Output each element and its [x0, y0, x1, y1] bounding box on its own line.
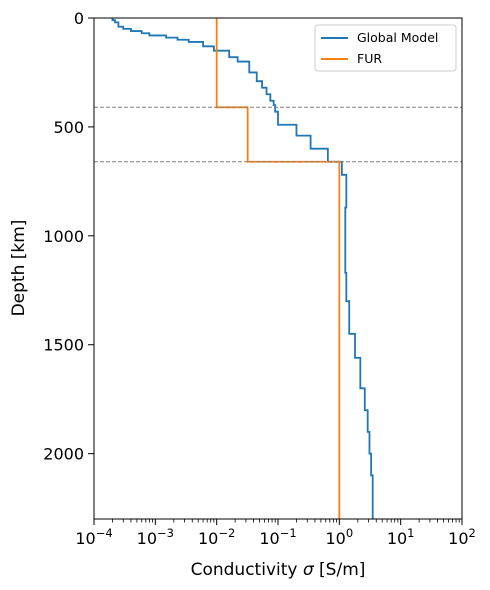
x-tick-label: 10−1 [259, 526, 296, 548]
x-tick-label-base: 10 [325, 529, 345, 548]
x-tick-label-exponent: −4 [96, 526, 113, 540]
series-line-global-model [111, 18, 374, 519]
x-tick-label: 10−4 [75, 526, 112, 548]
x-tick-label: 101 [387, 526, 415, 548]
x-tick-label-base: 10 [75, 529, 95, 548]
x-tick-label: 10−2 [198, 526, 235, 548]
x-tick-label-exponent: −1 [280, 526, 297, 540]
y-tick-label: 1500 [43, 336, 84, 355]
x-tick-label-exponent: 0 [346, 526, 353, 540]
x-tick-label-exponent: 1 [407, 526, 414, 540]
x-axis-label: Conductivity σ [S/m] [191, 560, 366, 580]
series-line-fur [215, 18, 341, 519]
x-tick-label-base: 10 [259, 529, 279, 548]
x-axis-label-text: Conductivity [191, 560, 298, 580]
x-tick-label: 100 [325, 526, 353, 548]
plot-area [94, 18, 462, 519]
x-tick-label-exponent: −2 [218, 526, 235, 540]
x-axis-label-symbol: σ [303, 560, 315, 580]
x-axis-label-unit: [S/m] [319, 560, 365, 580]
y-tick-label: 500 [53, 118, 84, 137]
legend-label-fur: FUR [357, 51, 382, 66]
x-tick-label-base: 10 [137, 529, 157, 548]
axes: 10−4 10−3 10−2 10−1 100 101 102050010001500200… [43, 9, 476, 548]
x-tick-label-base: 10 [448, 529, 468, 548]
y-tick-label: 1000 [43, 227, 84, 246]
y-tick-label: 2000 [43, 445, 84, 464]
legend-box [314, 24, 457, 72]
x-tick-label-base: 10 [387, 529, 407, 548]
y-tick-label: 0 [74, 9, 84, 28]
x-tick-label: 10−3 [137, 526, 174, 548]
legend-label-global-model: Global Model [357, 30, 438, 45]
x-tick-label-exponent: −3 [157, 526, 174, 540]
x-tick-label-exponent: 2 [469, 526, 476, 540]
x-tick-label-base: 10 [198, 529, 218, 548]
legend: Global Model FUR [314, 24, 457, 72]
y-axis-label: Depth [km] [9, 220, 29, 317]
axes-frame [93, 17, 463, 520]
x-tick-label: 102 [448, 526, 476, 548]
